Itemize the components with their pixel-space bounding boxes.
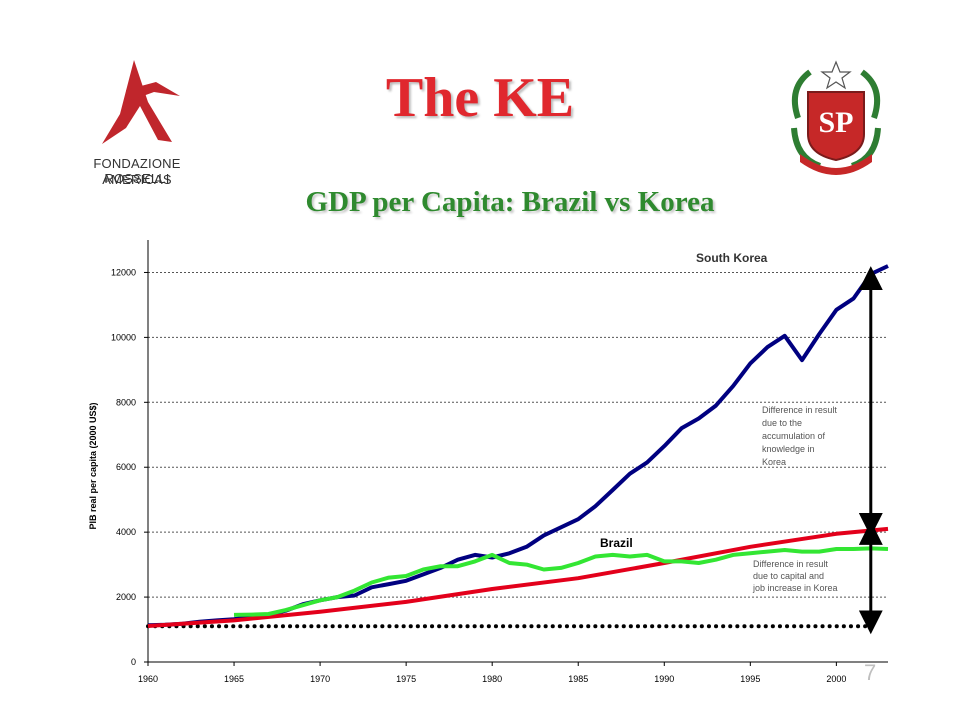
x-tick-label: 1960: [138, 674, 158, 684]
x-tick-label: 1990: [654, 674, 674, 684]
page-number: 7: [864, 660, 877, 685]
annotation-knowledge-line: Korea: [762, 457, 786, 467]
annotation-capital-line: due to capital and: [753, 571, 824, 581]
logo-text-line2: AMERICAS: [102, 172, 172, 187]
y-tick-label: 0: [131, 657, 136, 667]
fondazione-rosselli-logo: FONDAZIONE ROSSELLI AMERICAS: [62, 56, 212, 187]
y-tick-label: 10000: [111, 332, 136, 342]
y-tick-label: 6000: [116, 462, 136, 472]
annotation-knowledge-line: Difference in result: [762, 405, 837, 415]
annotation-capital-line: job increase in Korea: [752, 583, 838, 593]
chart-subtitle: GDP per Capita: Brazil vs Korea: [305, 186, 715, 218]
x-tick-label: 2000: [826, 674, 846, 684]
annotation-knowledge-line: due to the: [762, 418, 802, 428]
y-tick-label: 12000: [111, 267, 136, 277]
sao-paulo-coat-of-arms: SP: [780, 58, 892, 180]
x-tick-label: 1980: [482, 674, 502, 684]
annotation-knowledge-line: accumulation of: [762, 431, 826, 441]
coat-of-arms-icon: SP: [791, 60, 881, 175]
page-title: The KE: [385, 67, 575, 129]
x-tick-label: 1965: [224, 674, 244, 684]
label-south-korea: South Korea: [696, 251, 768, 265]
y-tick-label: 8000: [116, 397, 136, 407]
y-tick-label: 4000: [116, 527, 136, 537]
x-tick-label: 1995: [740, 674, 760, 684]
annotation-knowledge-line: knowledge in: [762, 444, 815, 454]
y-axis-label: PIB real per capita (2000 US$): [88, 402, 98, 529]
annotation-capital-line: Difference in result: [753, 559, 828, 569]
x-tick-label: 1985: [568, 674, 588, 684]
fondazione-rosselli-emblem-icon: [102, 60, 180, 144]
x-tick-label: 1970: [310, 674, 330, 684]
x-tick-label: 1975: [396, 674, 416, 684]
coat-letters: SP: [818, 106, 853, 139]
y-tick-label: 2000: [116, 592, 136, 602]
logo-text-line1: FONDAZIONE ROSSELLI: [93, 156, 181, 186]
label-brazil: Brazil: [600, 536, 633, 550]
series-line-green-2: [233, 546, 889, 617]
series-line-brazil: [147, 526, 889, 628]
